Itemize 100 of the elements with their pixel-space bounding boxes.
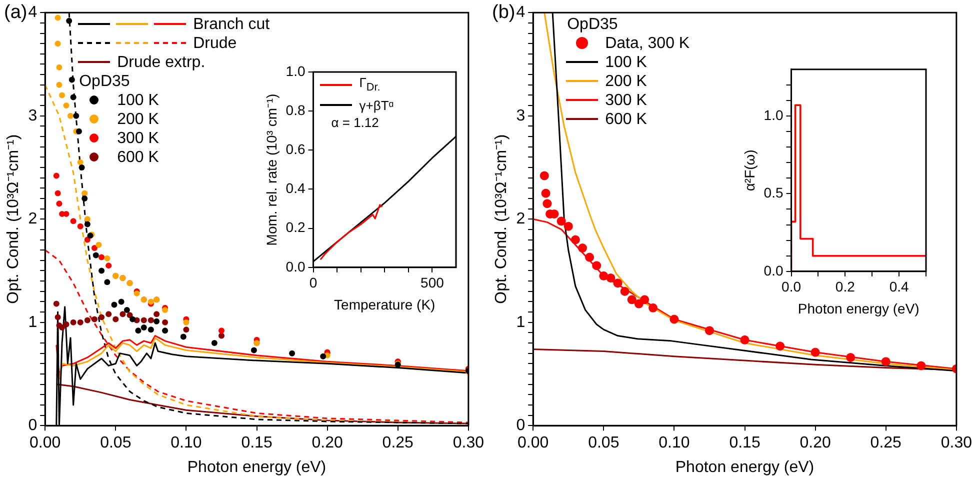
y-axis-title: Opt. Cond. (10³Ω⁻¹cm⁻¹) <box>493 134 510 304</box>
x-tick-label: 500 <box>420 274 444 291</box>
x-tick-label: 0.15 <box>729 434 760 452</box>
x-tick-label: 0.00 <box>30 434 61 452</box>
point <box>648 303 658 312</box>
point <box>916 361 926 370</box>
legend-label: 200 K <box>605 72 647 91</box>
point <box>620 286 630 296</box>
x-tick-label: 0.25 <box>382 434 414 452</box>
x-tick-label: 0.30 <box>940 434 972 452</box>
point <box>68 112 74 119</box>
x-tick-label: 0.20 <box>312 434 343 452</box>
point <box>73 112 80 119</box>
point <box>542 199 552 208</box>
point <box>104 279 110 286</box>
point <box>140 317 147 324</box>
point <box>53 300 60 307</box>
point <box>180 334 186 340</box>
point <box>91 245 98 252</box>
point <box>53 172 60 179</box>
x-tick-label: 0.20 <box>800 434 831 452</box>
point <box>70 218 76 224</box>
point <box>92 252 99 258</box>
point <box>154 318 160 324</box>
point <box>627 295 636 304</box>
point <box>320 353 326 360</box>
x-tick-label: 0.2 <box>835 278 856 295</box>
y-tick-label: 1 <box>516 314 526 331</box>
point <box>54 14 61 21</box>
legend-label: 200 K <box>117 110 159 129</box>
point <box>810 348 820 357</box>
point <box>130 316 136 322</box>
x-tick-label: 0.10 <box>170 434 202 452</box>
x-tick-label: 0.30 <box>452 434 484 452</box>
x-axis-title: Photon energy (eV) <box>798 300 920 316</box>
x-tick-label: 0.05 <box>100 434 132 452</box>
y-axis-title: Opt. Cond. (10³Ω⁻¹cm⁻¹) <box>5 134 22 304</box>
x-tick-label: 0.15 <box>241 434 272 452</box>
annotation: α = 1.12 <box>330 114 380 131</box>
legend-title: OpD35 <box>566 14 619 34</box>
point <box>77 223 84 230</box>
point <box>96 242 102 248</box>
x-tick-label: 0 <box>309 274 318 291</box>
x-axis-title: Photon energy (eV) <box>675 458 814 476</box>
point <box>570 235 580 244</box>
point <box>63 102 70 109</box>
y-tick-label: 1.0 <box>286 62 306 79</box>
point <box>183 319 190 326</box>
point <box>54 40 61 47</box>
point <box>77 159 84 166</box>
point <box>59 324 66 331</box>
point <box>84 317 90 324</box>
point <box>148 326 154 333</box>
legend-label: Drude extrp. <box>117 52 206 72</box>
y-tick-label: 3 <box>516 107 526 124</box>
y-tick-label: 2 <box>28 210 38 228</box>
legend-label: 100 K <box>117 90 159 110</box>
legend-label: Branch cut <box>193 14 270 34</box>
x-axis-title: Temperature (K) <box>334 296 436 312</box>
point <box>78 164 85 170</box>
x-tick-label: 0.10 <box>658 434 690 452</box>
point <box>606 273 616 282</box>
y-tick-label: 0.0 <box>764 262 784 278</box>
point <box>135 328 142 334</box>
y-tick-label: 0.0 <box>286 258 306 274</box>
legend-label: γ+βTᵅ <box>359 96 394 114</box>
point <box>881 357 890 366</box>
y-tick-label: 1 <box>28 314 38 331</box>
point <box>162 319 168 326</box>
point <box>846 352 856 362</box>
legend-title: OpD35 <box>78 72 131 91</box>
legend-label: Drude <box>193 34 237 53</box>
point <box>585 252 594 262</box>
point <box>541 188 550 198</box>
y-tick-label: 0.4 <box>286 180 306 196</box>
point <box>154 311 160 318</box>
point <box>250 347 257 354</box>
point <box>599 271 608 280</box>
y-tick-label: 1.0 <box>764 106 784 123</box>
legend-label: 300 K <box>117 128 159 148</box>
point <box>670 314 679 324</box>
point <box>82 195 88 202</box>
line-series <box>45 249 468 424</box>
point <box>740 335 750 344</box>
point <box>218 328 224 334</box>
point <box>98 314 105 320</box>
point <box>111 302 118 308</box>
point <box>564 222 573 231</box>
point <box>66 18 72 24</box>
point <box>140 324 147 331</box>
point <box>120 311 126 318</box>
x-tick-label: 0.4 <box>889 278 909 295</box>
x-tick-label: 0.0 <box>782 278 802 295</box>
point <box>578 244 587 253</box>
point <box>106 311 112 318</box>
point <box>776 342 785 351</box>
y-tick-label: 2 <box>516 210 526 228</box>
x-tick-label: 0.05 <box>588 434 620 452</box>
point <box>68 76 75 83</box>
x-tick-label: 0.25 <box>870 434 902 452</box>
